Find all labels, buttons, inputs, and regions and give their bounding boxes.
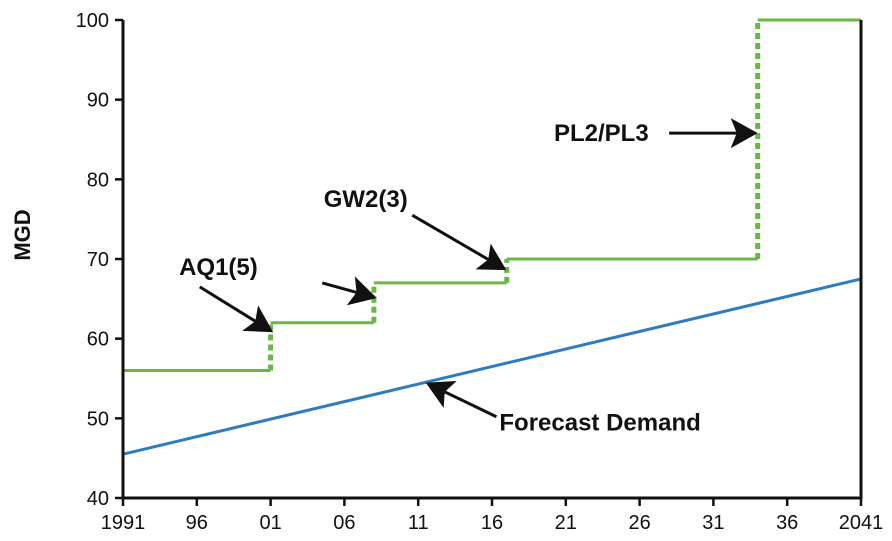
- annotation-label: GW2(3): [324, 186, 408, 213]
- annotation-label: Forecast Demand: [499, 409, 700, 436]
- axes-layer: 40 50 60 70 80 90 100 1991 96 01 06 11 16 21 26 31 36 204…: [76, 10, 884, 534]
- y-tick-label: 50: [87, 408, 109, 430]
- forecast-demand-line: [122, 277, 862, 456]
- y-tick-label: 100: [76, 10, 109, 32]
- x-tick-label: 1991: [101, 512, 146, 534]
- x-tick-label: 2041: [839, 512, 884, 534]
- x-tick-label: 96: [186, 512, 208, 534]
- x-tick-label: 01: [259, 512, 281, 534]
- x-tick-label: 31: [702, 512, 724, 534]
- annotation-arrow: [321, 276, 377, 306]
- annotation-label: AQ1(5): [179, 254, 258, 281]
- y-tick-label: 60: [87, 329, 109, 351]
- x-tick-label: 21: [555, 512, 577, 534]
- y-tick-label: 70: [87, 249, 109, 271]
- y-axis-title: MGD: [10, 209, 35, 260]
- x-tick-label: 11: [408, 512, 429, 534]
- x-tick-label: 26: [628, 512, 650, 534]
- y-tick-label: 40: [87, 488, 109, 510]
- x-tick-label: 16: [481, 512, 503, 534]
- x-tick-label: 36: [776, 512, 798, 534]
- annotation-arrow: [425, 380, 498, 419]
- x-tick-label: 06: [333, 512, 355, 534]
- annotation-arrow: [198, 285, 274, 333]
- y-tick-label: 80: [87, 169, 109, 191]
- annotation-layer: AQ1(5) GW2(3) PL2/PL3 Forecast Demand: [179, 118, 758, 436]
- y-tick-label: 90: [87, 90, 109, 112]
- annotation-arrow: [411, 213, 507, 271]
- annotation-label: PL2/PL3: [554, 120, 649, 147]
- series-layer: [122, 18, 862, 456]
